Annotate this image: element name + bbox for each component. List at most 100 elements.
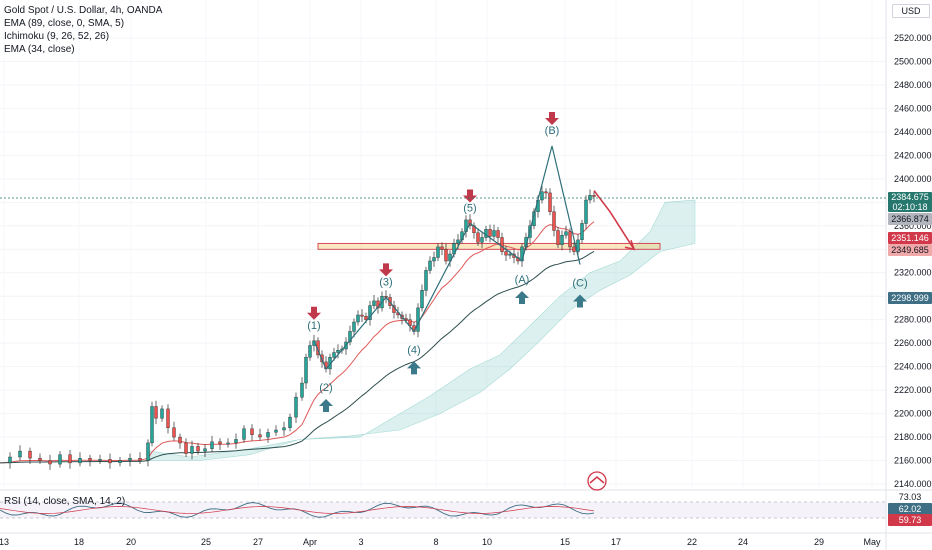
candle (492, 224, 496, 240)
candle (336, 344, 340, 359)
candle-body (584, 199, 588, 224)
candle (203, 444, 207, 457)
candle-body (480, 237, 484, 243)
rsi-legend[interactable]: RSI (14, close, SMA, 14, 2) (4, 496, 126, 507)
candle (580, 219, 584, 244)
rsi-upper-tag: 73.03 (898, 492, 922, 502)
time-tick-label: Apr (303, 537, 317, 547)
price-tick-label: 2500.000 (894, 56, 932, 66)
candle (560, 230, 564, 251)
candle-body (560, 234, 564, 245)
candle-body (150, 406, 154, 444)
candle-body (576, 239, 580, 252)
price-tick-label: 2420.000 (894, 150, 932, 160)
price-tick-label: 2280.000 (894, 315, 932, 325)
candle (356, 310, 360, 326)
candle-body (196, 446, 200, 452)
candle-body (356, 314, 360, 323)
candle (324, 356, 328, 373)
price-tick-label: 2240.000 (894, 362, 932, 372)
candle (190, 440, 194, 460)
time-tick-label: 3 (358, 537, 363, 547)
currency-button[interactable]: USD (892, 4, 930, 18)
candle-body (336, 350, 340, 353)
candle-body (178, 436, 182, 444)
time-tick-label: 25 (201, 537, 211, 547)
time-tick-label: 10 (482, 537, 492, 547)
candle-body (544, 191, 548, 194)
candle-body (98, 459, 102, 461)
candle-body (300, 382, 304, 398)
candle-body (508, 253, 512, 256)
candle-body (234, 439, 238, 444)
candle-body (416, 307, 420, 332)
price-tick-label: 2480.000 (894, 80, 932, 90)
arrow-down-icon (463, 189, 477, 203)
candle (360, 309, 364, 322)
wave-label: (C) (572, 278, 587, 290)
candle-body (78, 458, 82, 464)
candle (78, 452, 82, 467)
zone-rect (317, 242, 661, 250)
ema-lines (0, 221, 595, 464)
candle-body (496, 230, 500, 238)
candle-body (436, 246, 440, 258)
candle-body (8, 456, 12, 464)
time-tick-label: 8 (433, 537, 438, 547)
candle-body (128, 458, 132, 461)
candle (444, 243, 448, 265)
price-axis[interactable]: 2520.000 2500.000 2480.000 2460.000 2440.000… (885, 0, 932, 550)
candle (8, 452, 12, 469)
candle (294, 392, 298, 423)
time-axis[interactable]: 13 18 20 25 27 Apr 3 8 10 15 17 22 24 29 May (0, 532, 932, 547)
wave-label: (2) (319, 382, 332, 394)
candle (166, 404, 170, 434)
ema89-line (0, 250, 595, 464)
arrow-down-icon (545, 111, 559, 125)
cloud-area (149, 199, 696, 461)
candle (308, 340, 312, 361)
candle (480, 231, 484, 249)
candle (468, 214, 472, 230)
candle-body (540, 191, 544, 201)
rsi-pane[interactable] (0, 489, 932, 533)
arrow-up-icon (573, 294, 587, 308)
candle (218, 438, 222, 450)
candle (98, 454, 102, 464)
candle (552, 205, 556, 237)
candle (352, 318, 356, 338)
projection-line (593, 190, 635, 250)
candle (440, 242, 444, 256)
candle (420, 284, 424, 312)
candle (18, 445, 22, 461)
candles[interactable] (8, 185, 596, 470)
ema34-legend[interactable]: EMA (34, close) (4, 44, 75, 55)
ema89-legend[interactable]: EMA (89, close, 0, SMA, 5) (4, 18, 125, 29)
candle-body (352, 321, 356, 332)
candle (266, 428, 270, 443)
candle (146, 439, 150, 467)
candle-body (428, 260, 432, 271)
price-tick-label: 2400.000 (894, 174, 932, 184)
candle (424, 266, 428, 297)
candle (274, 425, 278, 436)
candle (150, 401, 154, 447)
arrow-down-icon (379, 263, 393, 277)
time-tick-label: 27 (253, 537, 263, 547)
ichimoku-cloud (149, 199, 696, 461)
symbol-title[interactable]: Gold Spot / U.S. Dollar, 4h, OANDA (4, 5, 163, 16)
candle (568, 228, 572, 253)
candle (108, 453, 112, 469)
candle (38, 453, 42, 464)
ichimoku-legend[interactable]: Ichimoku (9, 26, 52, 26) (4, 31, 110, 42)
price-tick-label: 2220.000 (894, 385, 932, 395)
candle (488, 224, 492, 243)
candle-body (172, 427, 176, 438)
candle-body (58, 454, 62, 465)
candle-body (308, 345, 312, 358)
candle (172, 421, 176, 441)
candle-body (226, 442, 230, 445)
candle-body (160, 408, 164, 419)
candle (154, 400, 158, 425)
